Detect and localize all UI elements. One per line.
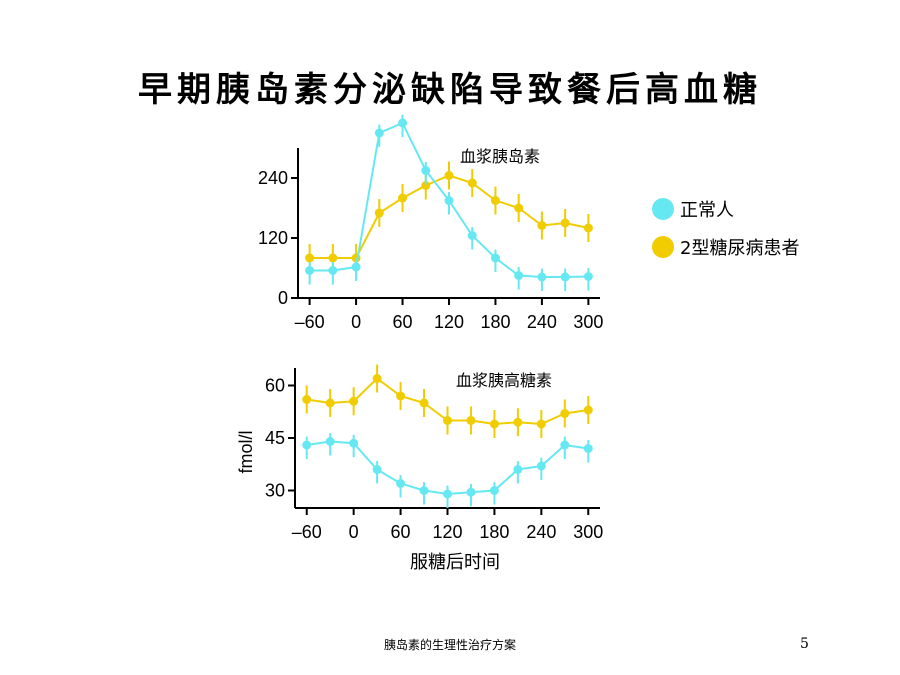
- legend-label-normal: 正常人: [680, 200, 734, 221]
- glucagon-x-axis-label: 服糖后时间: [410, 552, 500, 573]
- glucagon-data-point-normal: [489, 486, 499, 495]
- insulin-data-point-normal: [421, 166, 431, 175]
- page-number: 5: [800, 636, 809, 652]
- glucagon-data-point-normal: [325, 437, 335, 446]
- insulin-x-tick-label: 180: [480, 312, 510, 332]
- insulin-data-point-normal: [514, 271, 524, 280]
- glucagon-x-tick-label: 300: [573, 522, 603, 542]
- insulin-data-point-diabetes: [467, 178, 477, 188]
- glucagon-data-point-normal: [583, 444, 593, 453]
- glucagon-data-point-normal: [513, 465, 523, 474]
- insulin-data-point-normal: [583, 272, 593, 281]
- insulin-x-tick-label: 0: [351, 312, 361, 332]
- glucagon-y-axis-label: fmol/l: [236, 430, 256, 473]
- legend: 正常人 2型糖尿病患者: [652, 190, 799, 266]
- glucagon-data-point-normal: [466, 487, 476, 497]
- insulin-x-tick-label: –60: [295, 312, 325, 332]
- insulin-panel-title: 血浆胰岛素: [460, 147, 540, 166]
- legend-item-diabetes: 2型糖尿病患者: [652, 228, 799, 266]
- glucagon-data-point-normal: [372, 465, 382, 474]
- legend-label-diabetes: 2型糖尿病患者: [680, 238, 800, 259]
- insulin-data-point-normal: [490, 253, 500, 263]
- legend-item-normal: 正常人: [652, 190, 799, 228]
- glucagon-data-point-diabetes: [419, 398, 429, 408]
- insulin-data-point-diabetes: [490, 196, 500, 205]
- insulin-y-tick-label: 0: [278, 288, 288, 308]
- glucagon-x-tick-label: 120: [432, 522, 462, 542]
- insulin-data-point-diabetes: [514, 203, 524, 213]
- insulin-data-point-diabetes: [398, 193, 408, 203]
- insulin-y-tick-label: 240: [258, 168, 288, 188]
- glucagon-data-point-diabetes: [466, 416, 476, 425]
- glucagon-data-point-diabetes: [443, 416, 452, 425]
- glucagon-data-point-normal: [443, 489, 452, 499]
- glucagon-data-point-normal: [536, 461, 546, 471]
- glucagon-data-point-diabetes: [536, 419, 546, 429]
- glucagon-data-point-normal: [419, 486, 429, 495]
- glucagon-x-tick-label: –60: [292, 522, 322, 542]
- glucagon-x-tick-label: 60: [391, 522, 411, 542]
- glucagon-x-tick-label: 0: [349, 522, 359, 542]
- legend-swatch-normal: [652, 198, 674, 220]
- insulin-data-point-normal: [560, 272, 570, 282]
- legend-swatch-diabetes: [652, 236, 674, 258]
- insulin-data-point-diabetes: [560, 218, 570, 228]
- glucagon-x-tick-label: 240: [526, 522, 556, 542]
- insulin-data-point-diabetes: [583, 223, 593, 233]
- insulin-data-point-diabetes: [374, 208, 384, 218]
- glucagon-data-point-normal: [302, 440, 312, 450]
- insulin-data-point-normal: [328, 266, 338, 275]
- insulin-data-point-normal: [351, 262, 361, 272]
- glucagon-data-point-normal: [560, 440, 570, 450]
- glucagon-data-point-diabetes: [489, 419, 499, 429]
- insulin-x-tick-label: 120: [434, 312, 464, 332]
- glucagon-y-tick-label: 30: [265, 481, 285, 501]
- glucagon-x-tick-label: 180: [479, 522, 509, 542]
- insulin-y-tick-label: 120: [258, 228, 288, 248]
- insulin-data-point-diabetes: [444, 171, 454, 180]
- glucagon-y-tick-label: 60: [265, 376, 285, 396]
- insulin-data-point-normal: [305, 266, 315, 275]
- glucagon-data-point-diabetes: [513, 417, 523, 427]
- glucagon-data-point-normal: [396, 479, 406, 488]
- insulin-x-tick-label: 240: [527, 312, 557, 332]
- glucagon-data-point-diabetes: [560, 409, 570, 418]
- insulin-data-point-normal: [537, 272, 547, 282]
- glucagon-y-tick-label: 45: [265, 428, 285, 448]
- footer-text: 胰岛素的生理性治疗方案: [383, 638, 516, 652]
- insulin-x-tick-label: 60: [393, 312, 413, 332]
- glucagon-data-point-diabetes: [396, 391, 406, 401]
- insulin-data-point-normal: [444, 196, 454, 205]
- insulin-data-point-normal: [398, 118, 408, 128]
- insulin-x-tick-label: 300: [573, 312, 603, 332]
- glucagon-data-point-normal: [349, 438, 359, 448]
- glucagon-panel-title: 血浆胰高糖素: [456, 371, 552, 390]
- page-title: 早期胰岛素分泌缺陷导致餐后高血糖: [138, 70, 762, 110]
- insulin-data-point-diabetes: [328, 253, 338, 263]
- insulin-data-point-diabetes: [421, 181, 431, 190]
- glucagon-data-point-diabetes: [302, 395, 312, 404]
- insulin-data-point-diabetes: [537, 221, 547, 230]
- glucagon-data-point-diabetes: [325, 398, 335, 408]
- glucagon-data-point-diabetes: [583, 405, 593, 415]
- insulin-data-point-normal: [374, 128, 384, 138]
- glucagon-data-point-diabetes: [349, 396, 359, 406]
- insulin-data-point-normal: [467, 231, 477, 240]
- glucagon-data-point-diabetes: [372, 374, 382, 383]
- insulin-data-point-diabetes: [305, 253, 315, 263]
